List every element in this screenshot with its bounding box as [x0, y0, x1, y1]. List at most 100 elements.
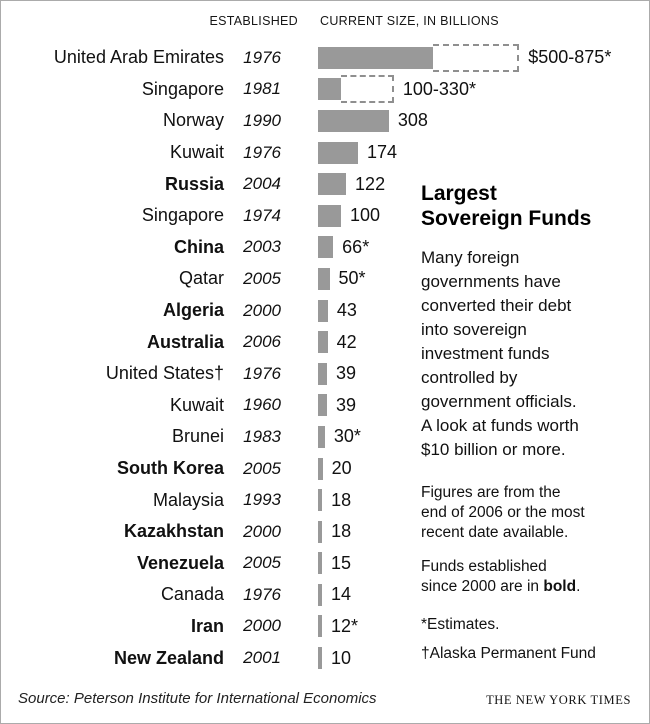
established-year: 1976: [243, 363, 281, 383]
size-bar: 100: [318, 204, 380, 227]
country-label: Australia: [146, 331, 224, 352]
fund-row: New Zealand 2001 10: [1, 642, 649, 674]
country-label: Kuwait: [169, 394, 224, 415]
established-year: 2000: [243, 521, 281, 541]
size-bar: 20: [318, 457, 352, 480]
bar-dashed-estimate-range: [341, 75, 394, 104]
size-bar: 14: [318, 583, 351, 606]
value-label: 18: [331, 489, 352, 510]
bar-solid: [318, 78, 341, 101]
value-label: 308: [397, 110, 428, 131]
bar-solid: [318, 204, 341, 227]
size-bar: 30*: [318, 425, 361, 448]
country-label: Kazakhstan: [123, 521, 224, 542]
fund-row: Venezuela 2005 15: [1, 548, 649, 580]
established-year: 2003: [243, 237, 281, 257]
bar-solid: [318, 141, 359, 164]
established-year: 2005: [243, 458, 281, 478]
fund-row: United States† 1976 39: [1, 358, 649, 390]
value-label: 122: [355, 173, 386, 194]
size-bar: 100-330*: [318, 75, 476, 104]
size-bar: 18: [318, 520, 352, 543]
country-label: Russia: [164, 173, 224, 194]
fund-row: Kuwait 1976 174: [1, 137, 649, 169]
fund-row: Kuwait 1960 39: [1, 390, 649, 422]
chart-title-line: Sovereign Funds: [421, 207, 592, 230]
established-year: 2006: [243, 332, 281, 352]
bar-solid: [318, 615, 322, 638]
established-year: 1981: [243, 79, 281, 99]
bar-solid: [318, 394, 327, 417]
bar-solid: [318, 520, 323, 543]
size-bar: 15: [318, 552, 352, 575]
fund-row: Algeria 2000 43: [1, 295, 649, 327]
established-year: 1993: [243, 490, 281, 510]
publisher-credit: THE NEW YORK TIMES: [486, 693, 631, 707]
established-year: 2005: [243, 553, 281, 573]
established-year: 2001: [243, 648, 281, 668]
fund-rows: United Arab Emirates 1976 $500-875* Singapo…: [1, 42, 649, 674]
bar-solid: [318, 425, 325, 448]
column-header-established: ESTABLISHED: [209, 14, 298, 28]
established-year: 2000: [243, 300, 281, 320]
size-bar: 42: [318, 331, 357, 354]
fund-row: China 2003 66*: [1, 232, 649, 264]
country-label: Norway: [162, 110, 224, 131]
fund-row: Russia 2004 122: [1, 168, 649, 200]
size-bar: 43: [318, 299, 357, 322]
established-year: 1976: [243, 142, 281, 162]
fund-row: Iran 2000 12*: [1, 611, 649, 643]
fund-row: Singapore 1981 100-330*: [1, 74, 649, 106]
bar-solid: [318, 173, 347, 196]
country-label: Iran: [190, 615, 224, 636]
fund-row: Canada 1976 14: [1, 579, 649, 611]
country-label: Algeria: [162, 300, 224, 321]
footnote-estimates: *Estimates.: [421, 616, 500, 633]
column-header-current-size: CURRENT SIZE, IN BILLIONS: [320, 14, 499, 28]
size-bar: $500-875*: [318, 43, 611, 72]
size-bar: 174: [318, 141, 397, 164]
established-year: 1976: [243, 584, 281, 604]
value-label: 10: [331, 647, 352, 668]
side-panel: Largest Sovereign Funds Many foreign gov…: [421, 181, 643, 663]
fund-row: Qatar 2005 50*: [1, 263, 649, 295]
bar-solid: [318, 267, 330, 290]
value-label: 30*: [333, 426, 361, 447]
fund-row: Australia 2006 42: [1, 326, 649, 358]
fund-row: Brunei 1983 30*: [1, 421, 649, 453]
value-label: 12*: [331, 615, 359, 636]
bar-solid: [318, 552, 322, 575]
fund-row: Malaysia 1993 18: [1, 484, 649, 516]
country-label: Singapore: [141, 78, 224, 99]
size-bar: 12*: [318, 615, 359, 638]
country-label: China: [173, 236, 224, 257]
value-label: 15: [331, 552, 352, 573]
size-bar: 122: [318, 173, 386, 196]
size-bar: 10: [318, 647, 352, 670]
established-year: 1990: [243, 110, 281, 130]
size-bar: 50*: [318, 267, 366, 290]
bar-dashed-estimate-range: [433, 43, 520, 72]
chart-description: Many foreign governments have converted …: [421, 248, 579, 459]
value-label: 50*: [338, 268, 366, 289]
country-label: United States†: [105, 363, 224, 384]
country-label: Brunei: [171, 426, 224, 447]
value-label: 66*: [342, 236, 370, 257]
note-bold-legend: Funds established since 2000 are in bold…: [421, 558, 581, 595]
value-label: 18: [331, 521, 352, 542]
value-label: 39: [335, 394, 356, 415]
established-year: 1983: [243, 426, 281, 446]
value-label: 100-330*: [402, 78, 476, 99]
source-line: Source: Peterson Institute for Internati…: [18, 690, 377, 707]
size-bar: 66*: [318, 236, 370, 259]
bar-solid: [318, 489, 323, 512]
bar-solid: [318, 236, 334, 259]
size-bar: 308: [318, 109, 428, 132]
country-label: Qatar: [178, 268, 224, 289]
fund-row: United Arab Emirates 1976 $500-875*: [1, 42, 649, 74]
bar-solid: [318, 362, 327, 385]
chart-title: Largest Sovereign Funds: [421, 181, 643, 231]
established-year: 2005: [243, 268, 281, 288]
footnote-alaska-permanent-fund: †Alaska Permanent Fund: [421, 645, 596, 662]
